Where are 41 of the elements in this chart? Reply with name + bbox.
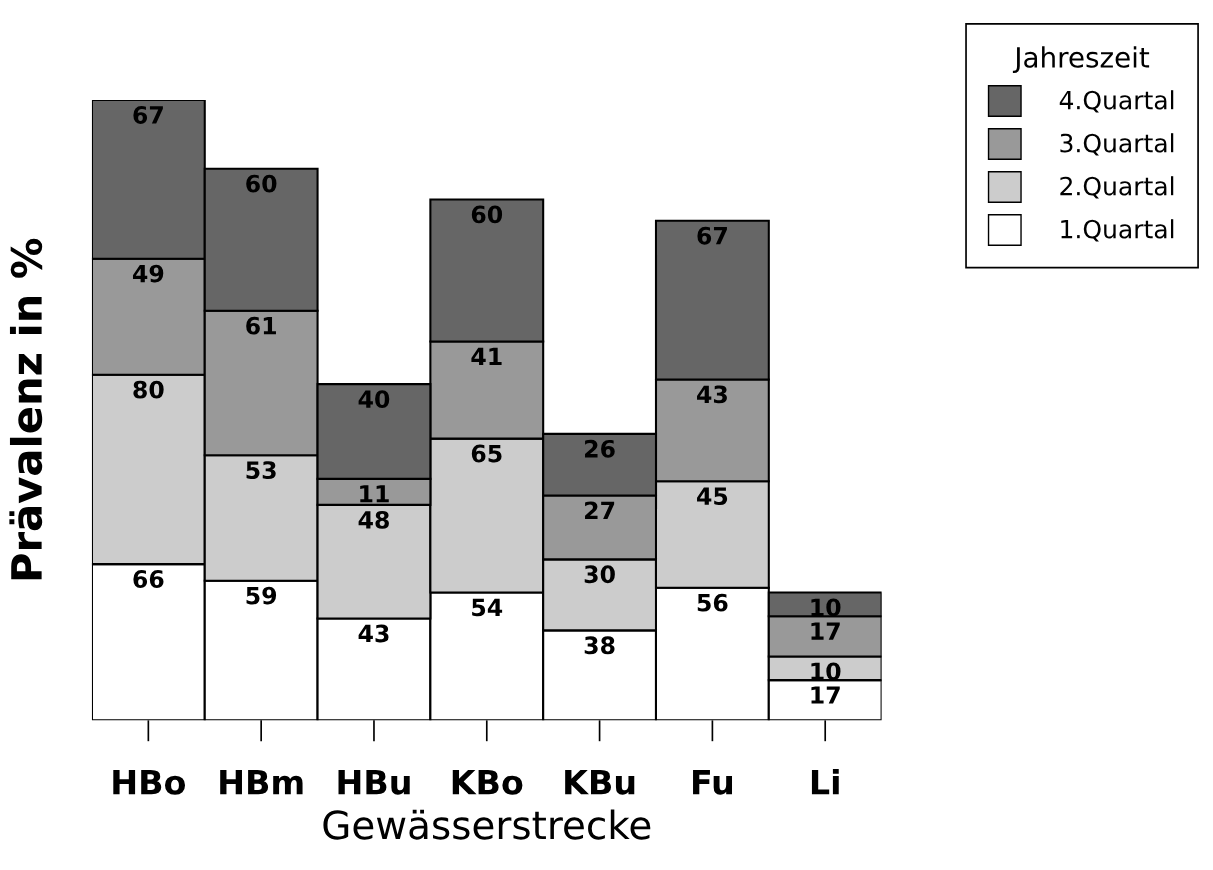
legend-label: 2.Quartal	[1060, 176, 1174, 199]
data-label: 48	[358, 510, 389, 529]
data-label: 17	[811, 622, 840, 640]
y-axis-title: Prävalenz in %	[9, 238, 43, 580]
data-label: 60	[246, 174, 277, 193]
legend-title: Jahreszeit	[1012, 46, 1150, 73]
data-label: 41	[471, 347, 502, 366]
data-label: 65	[471, 444, 502, 463]
data-label: 56	[697, 593, 728, 612]
data-label: 59	[246, 586, 277, 605]
legend-label: 4.Quartal	[1059, 90, 1174, 113]
data-label: 67	[133, 106, 163, 124]
data-label: 30	[584, 565, 615, 584]
data-label: 54	[472, 598, 503, 617]
data-label: 67	[697, 226, 727, 245]
data-label: 43	[697, 385, 727, 404]
data-label: 27	[585, 501, 615, 519]
legend-label: 3.Quartal	[1060, 133, 1174, 156]
x-tick-label: Li	[811, 768, 839, 795]
data-label: 38	[584, 636, 615, 655]
legend-label: 1.Quartal	[1061, 219, 1174, 242]
data-label: 53	[246, 461, 276, 480]
x-tick-label: HBo	[113, 770, 186, 795]
data-label: 61	[246, 316, 276, 335]
data-label: 11	[360, 485, 389, 503]
x-tick-label: HBm	[220, 770, 303, 795]
data-label: 26	[585, 439, 615, 458]
data-label: 17	[811, 686, 840, 704]
data-label: 80	[133, 380, 164, 399]
data-label: 60	[471, 205, 503, 224]
data-label: 10	[811, 598, 841, 617]
data-label: 66	[133, 570, 164, 588]
data-label: 43	[358, 624, 389, 643]
data-label: 49	[132, 264, 164, 283]
x-axis-title: Gewässerstrecke	[323, 809, 651, 840]
data-label: 45	[697, 487, 728, 506]
x-tick-label: Fu	[693, 770, 733, 795]
x-tick-label: KBu	[565, 770, 635, 795]
x-tick-label: HBu	[338, 770, 410, 795]
data-label: 40	[358, 390, 390, 408]
x-tick-label: KBo	[452, 770, 523, 795]
